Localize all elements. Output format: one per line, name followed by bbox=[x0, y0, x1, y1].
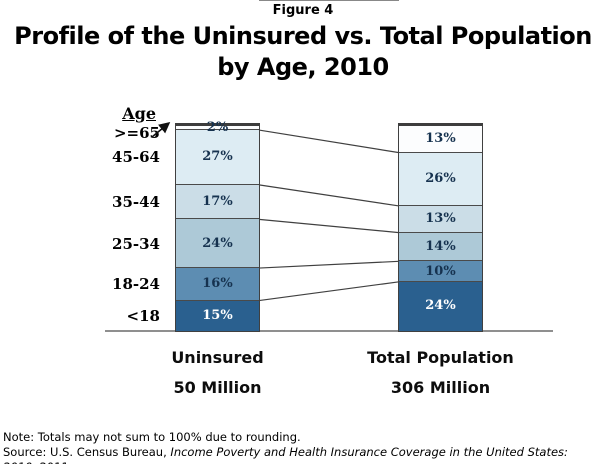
series-total-uninsured: 50 Million bbox=[173, 378, 262, 397]
segment-value-label: 15% bbox=[202, 307, 233, 323]
series-total-total-population: 306 Million bbox=[390, 378, 491, 397]
segment-uninsured-<18 bbox=[176, 300, 259, 331]
source-prefix: Source: U.S. Census Bureau, bbox=[3, 445, 171, 459]
segment-total-population-25-34 bbox=[399, 232, 482, 262]
segment-total-population-45-64 bbox=[399, 152, 482, 206]
series-name-uninsured: Uninsured bbox=[171, 348, 264, 367]
age-label-3544: 35-44 bbox=[112, 193, 160, 212]
source-line: Source: U.S. Census Bureau, Income Pover… bbox=[3, 445, 603, 464]
chart-title-line2: by Age, 2010 bbox=[217, 53, 389, 81]
segment-value-label: 26% bbox=[425, 171, 456, 187]
segment-value-label: 24% bbox=[202, 235, 233, 251]
age-axis-label: Age bbox=[122, 104, 156, 123]
segment-uninsured-25-34 bbox=[176, 219, 259, 269]
x-axis-line bbox=[105, 330, 553, 332]
segment-total-population-<18 bbox=[399, 281, 482, 331]
segment-uninsured-18-24 bbox=[176, 268, 259, 301]
note-line: Note: Totals may not sum to 100% due to … bbox=[3, 430, 301, 444]
segment-total-population-18-24 bbox=[399, 261, 482, 282]
segment-uninsured->=65 bbox=[176, 126, 259, 131]
age-label-65: >=65 bbox=[113, 124, 160, 142]
segment-uninsured-45-64 bbox=[176, 130, 259, 185]
age-label-2534: 25-34 bbox=[112, 234, 160, 253]
age-label-1824: 18-24 bbox=[112, 275, 160, 294]
source-suffix: , 2011. bbox=[32, 460, 72, 464]
segment-total-population-35-44 bbox=[399, 205, 482, 233]
figure-number: Figure 4 bbox=[272, 3, 334, 18]
segment-value-label: 2% bbox=[206, 120, 229, 136]
chart-title-line1: Profile of the Uninsured vs. Total Popul… bbox=[14, 22, 592, 50]
series-name-total-population: Total Population bbox=[367, 348, 514, 367]
segment-value-label: 16% bbox=[202, 276, 233, 292]
segment-value-label: 14% bbox=[425, 238, 456, 254]
age-label-4564: 45-64 bbox=[112, 148, 160, 167]
segment-value-label: 24% bbox=[425, 298, 456, 314]
segment-value-label: 13% bbox=[425, 211, 456, 227]
segment-value-label: 10% bbox=[425, 263, 456, 279]
segment-value-label: 13% bbox=[425, 131, 456, 147]
age-label-18: <18 bbox=[126, 306, 160, 325]
source-title: Income Poverty and Health Insurance Cove… bbox=[3, 445, 568, 464]
segment-total-population->=65 bbox=[399, 126, 482, 153]
chart-title: Profile of the Uninsured vs. Total Popul… bbox=[0, 21, 606, 83]
segment-uninsured-35-44 bbox=[176, 184, 259, 220]
segment-value-label: 17% bbox=[202, 194, 233, 210]
segment-value-label: 27% bbox=[202, 149, 233, 165]
footnote: Note: Totals may not sum to 100% due to … bbox=[3, 430, 603, 464]
